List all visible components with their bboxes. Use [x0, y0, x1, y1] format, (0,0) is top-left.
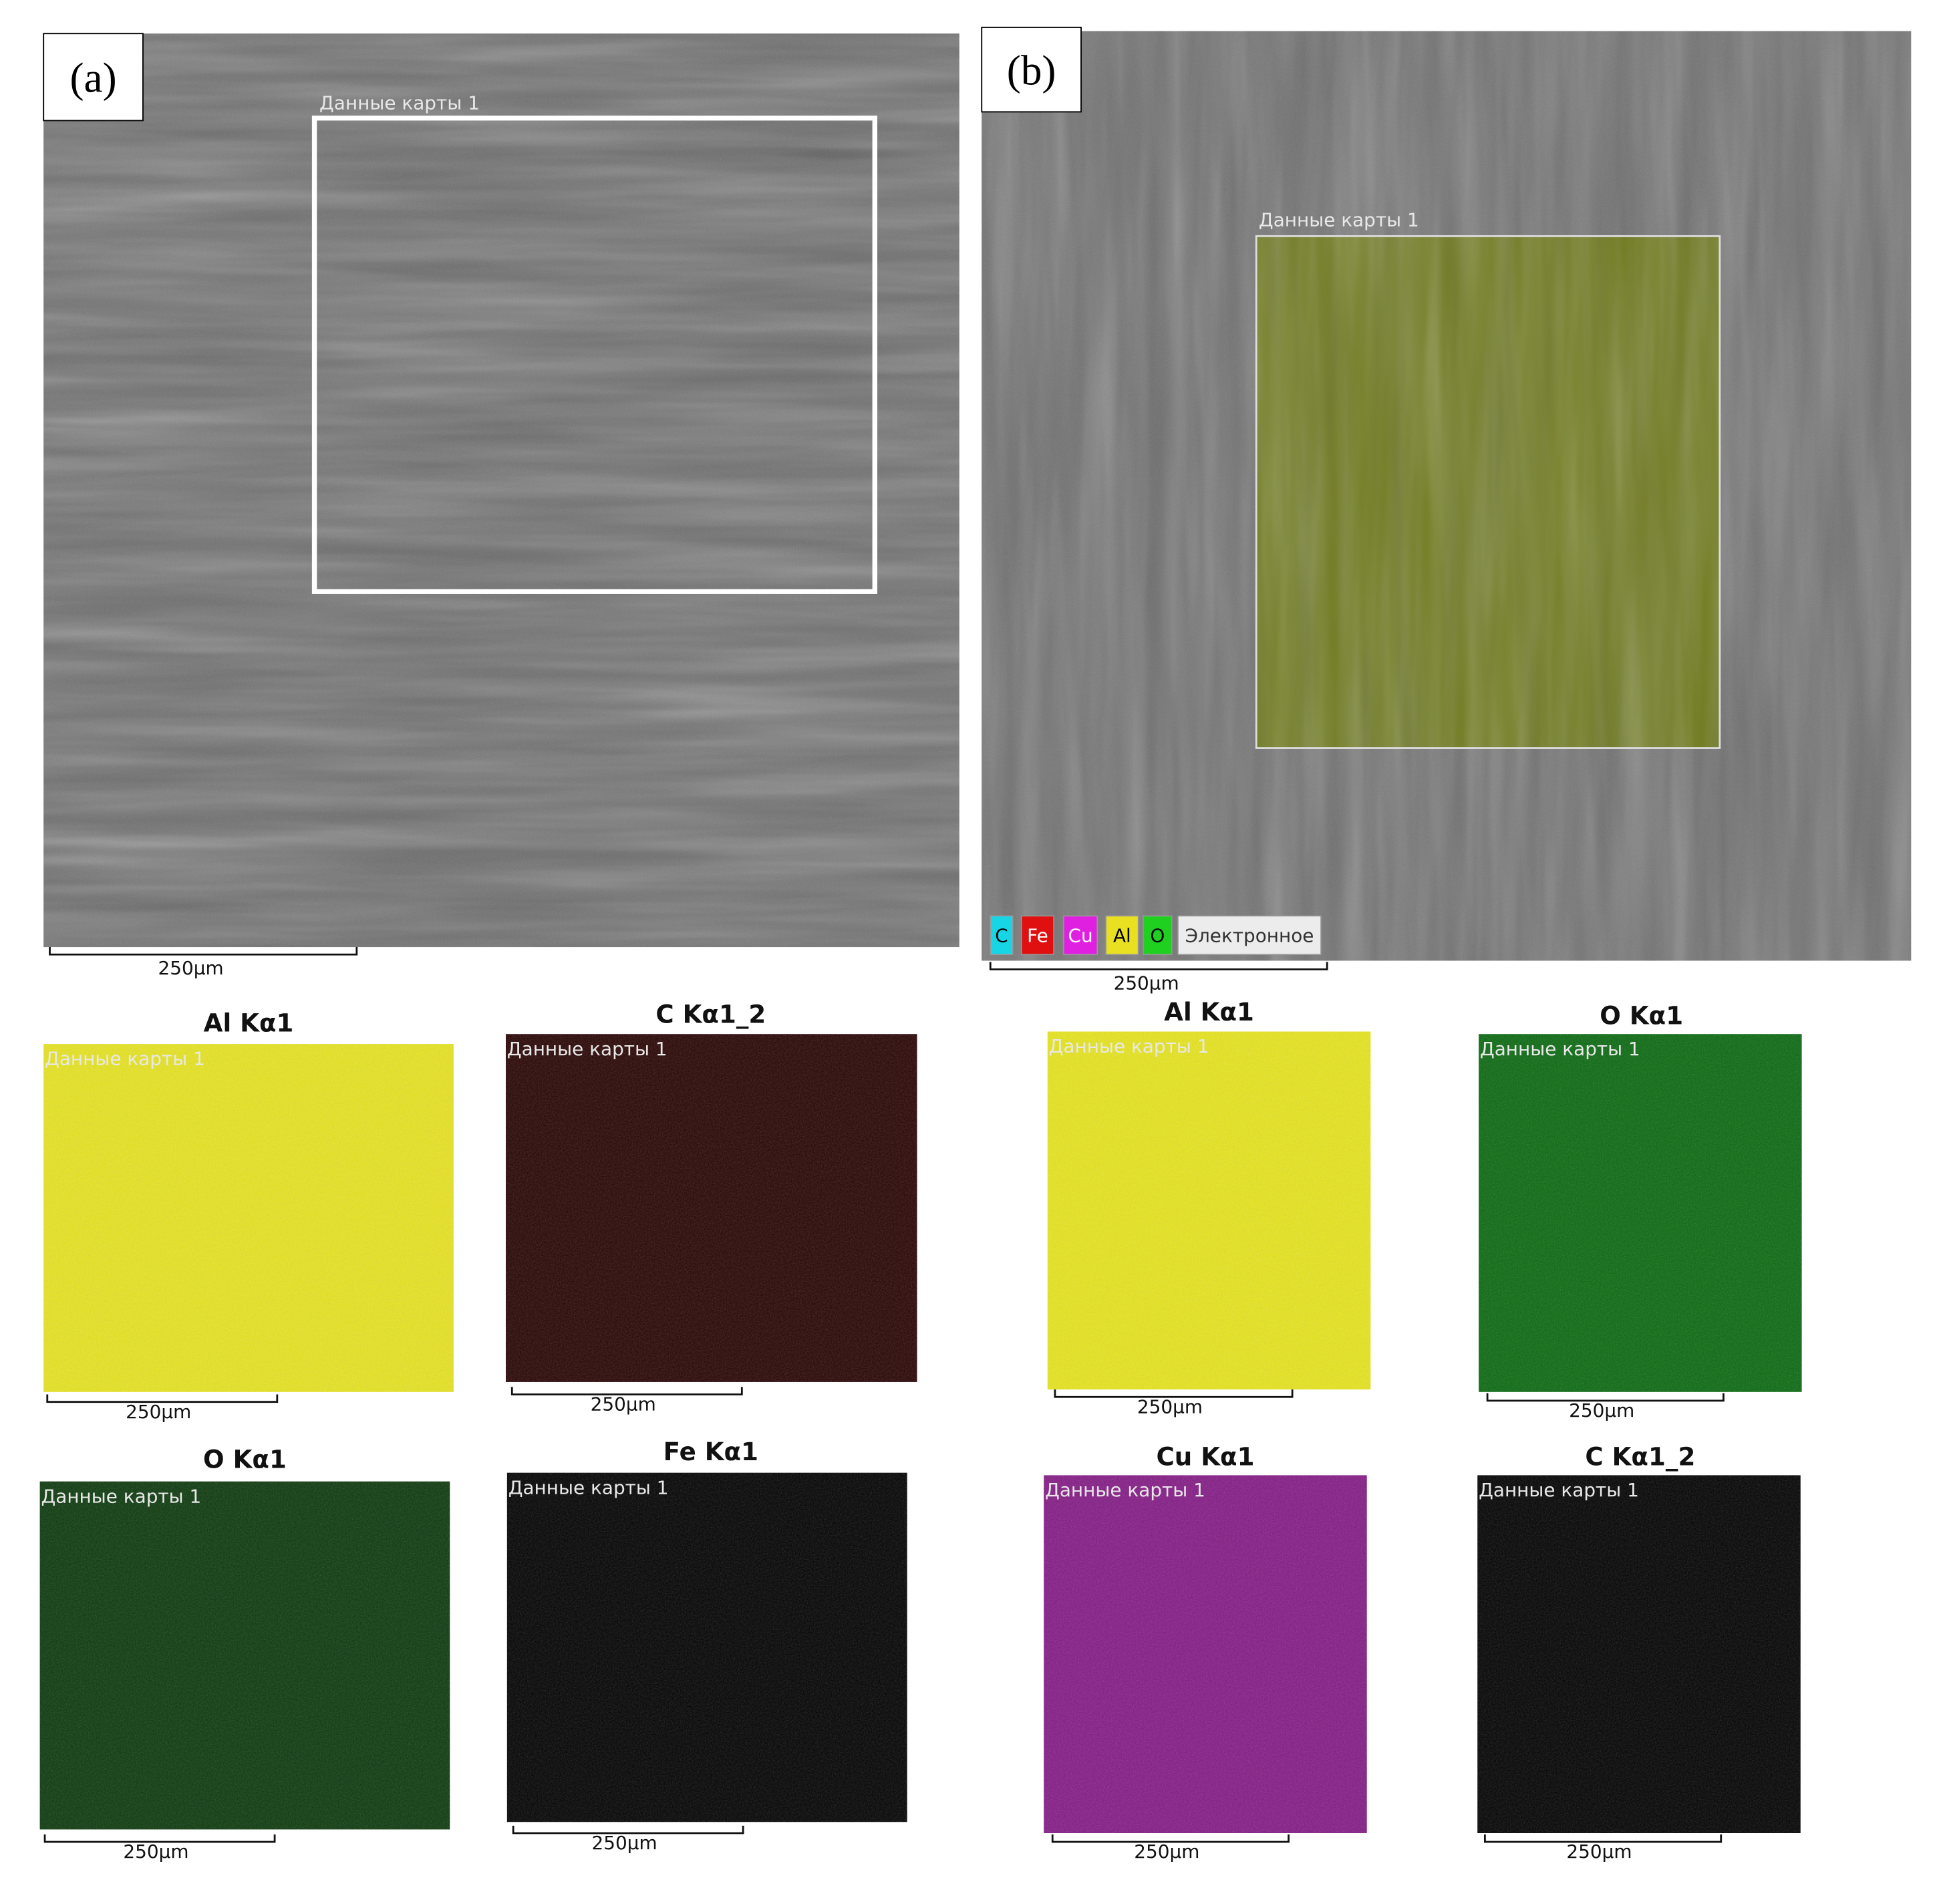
map-title: O Kα1: [1600, 1000, 1683, 1030]
map-title: O Kα1: [203, 1444, 287, 1474]
legend-label: C: [995, 925, 1008, 947]
map-overlay-label: Данные карты 1: [1480, 1038, 1640, 1060]
map-overlay-label: Данные карты 1: [45, 1048, 205, 1070]
scale-bar-label: 250µm: [592, 1832, 657, 1854]
scale-bar-label: 250µm: [1566, 1841, 1632, 1863]
legend-chip: [990, 915, 1014, 955]
scale-bar-label: 250µm: [591, 1393, 656, 1415]
scale-bar: [1484, 1834, 1723, 1843]
panel-label: (b): [1007, 47, 1056, 94]
map-noise: [506, 1472, 907, 1822]
scale-bar-label: 250µm: [1569, 1399, 1634, 1421]
map-overlay-label: Данные карты 1: [508, 1476, 669, 1498]
region-label: Данные карты 1: [319, 92, 480, 114]
legend-chip: [1105, 915, 1139, 955]
map-noise: [505, 1034, 917, 1382]
scale-bar: [43, 1834, 276, 1843]
scale-bar: [510, 1387, 743, 1395]
scale-bar: [512, 1825, 744, 1834]
map-noise: [1477, 1475, 1801, 1833]
map-overlay-label: Данные карты 1: [1049, 1035, 1209, 1057]
scale-bar-label: 250µm: [1137, 1395, 1203, 1417]
scale-bar-label: 250µm: [158, 957, 224, 979]
region-frame: [311, 115, 878, 594]
map-title: Al Kα1: [1164, 997, 1254, 1027]
legend-chip: [1177, 915, 1322, 955]
scale-bar: [989, 962, 1328, 970]
scale-bar: [46, 1394, 279, 1403]
map-title: Fe Kα1: [663, 1437, 758, 1466]
legend-label: O: [1150, 925, 1165, 947]
panel-label-box: [43, 33, 144, 122]
scale-bar: [1486, 1393, 1725, 1402]
map-overlay-label: Данные карты 1: [1045, 1479, 1205, 1501]
legend-label: Cu: [1068, 925, 1093, 947]
region-label: Данные карты 1: [1259, 209, 1419, 231]
map-title: Al Kα1: [204, 1008, 294, 1038]
map-noise: [1047, 1031, 1371, 1390]
panel-label: (a): [69, 55, 116, 102]
map-title: C Kα1_2: [1585, 1442, 1695, 1472]
scale-bar-label: 250µm: [1114, 972, 1179, 994]
map-texture: [1256, 236, 1720, 749]
scale-bar: [1054, 1389, 1294, 1398]
sem-noise: [43, 33, 959, 948]
legend-label: Электронное: [1185, 925, 1314, 947]
map-noise: [1479, 1034, 1802, 1392]
scale-bar: [1051, 1834, 1290, 1843]
map-noise: [39, 1481, 450, 1830]
legend-label: Fe: [1027, 925, 1048, 947]
map-overlay-label: Данные карты 1: [41, 1485, 201, 1507]
scale-bar-label: 250µm: [126, 1401, 191, 1423]
region-frame: [1255, 235, 1721, 749]
legend-chip: [1063, 915, 1098, 955]
scale-bar: [49, 947, 358, 956]
legend-chip: [1021, 915, 1054, 955]
legend-label: Al: [1113, 925, 1131, 947]
map-overlay-label: Данные карты 1: [507, 1038, 667, 1060]
map-noise: [1044, 1475, 1367, 1833]
panel-label-box: [981, 26, 1082, 113]
map-noise: [43, 1044, 454, 1392]
map-overlay-label: Данные карты 1: [1479, 1479, 1639, 1501]
map-title: C Kα1_2: [655, 1000, 766, 1029]
scale-bar-label: 250µm: [1134, 1841, 1199, 1863]
scale-bar-label: 250µm: [123, 1841, 188, 1863]
legend-chip: [1143, 915, 1173, 955]
map-title: Cu Kα1: [1156, 1442, 1254, 1472]
